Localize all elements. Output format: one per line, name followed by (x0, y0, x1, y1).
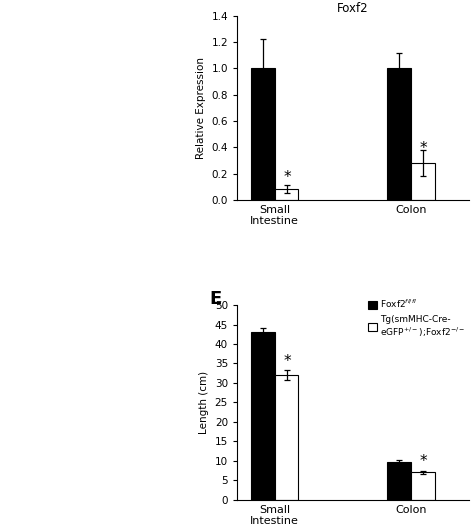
Bar (274, 375, 299, 500)
Title: Foxf2: Foxf2 (337, 2, 369, 15)
Bar (387, 461, 411, 500)
Legend: Foxf2$^{fl/fl}$, Tg(smMHC-Cre-
eGFP$^{+/-}$);Foxf2$^{-/-}$: Foxf2$^{fl/fl}$, Tg(smMHC-Cre- eGFP$^{+/… (364, 294, 469, 342)
Bar (387, 68, 411, 200)
Text: E: E (209, 289, 221, 308)
Bar (251, 332, 274, 500)
Y-axis label: Length (cm): Length (cm) (199, 371, 209, 434)
Bar (411, 472, 435, 500)
Text: *: * (420, 141, 428, 157)
Text: *: * (283, 355, 291, 369)
Bar (411, 163, 435, 200)
Text: *: * (420, 454, 428, 469)
Bar (274, 189, 299, 200)
Text: *: * (283, 170, 291, 186)
Bar (251, 68, 274, 200)
Y-axis label: Relative Expression: Relative Expression (196, 57, 206, 159)
